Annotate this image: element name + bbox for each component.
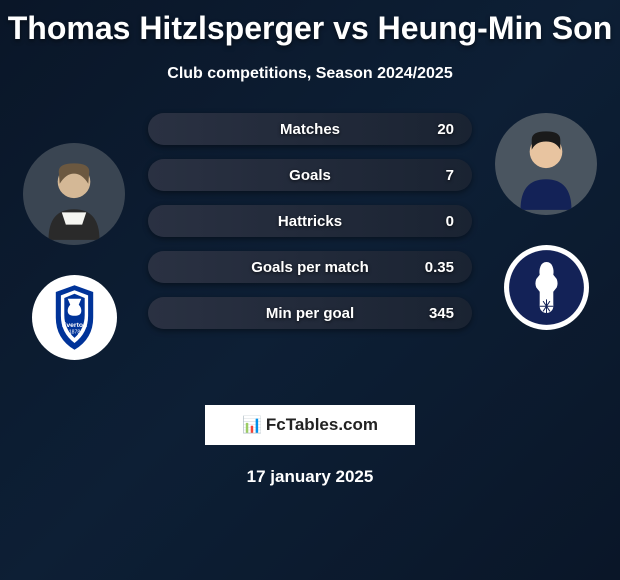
page-title: Thomas Hitzlsperger vs Heung-Min Son [0, 0, 620, 47]
stat-row-min-per-goal: Min per goal 345 [148, 297, 472, 329]
stat-row-goals: Goals 7 [148, 159, 472, 191]
stat-value-right: 0 [446, 213, 454, 230]
stat-label: Hattricks [278, 213, 342, 230]
stat-label: Goals per match [251, 259, 369, 276]
player-right-column [492, 113, 600, 330]
svg-text:Everton: Everton [61, 322, 86, 329]
stat-value-right: 0.35 [425, 259, 454, 276]
stats-column: Matches 20 Goals 7 Hattricks 0 Goals per… [128, 113, 492, 329]
stat-value-right: 7 [446, 167, 454, 184]
stat-row-hattricks: Hattricks 0 [148, 205, 472, 237]
stat-label: Matches [280, 121, 340, 138]
stat-label: Min per goal [266, 305, 354, 322]
brand-text: FcTables.com [266, 415, 378, 435]
stat-row-matches: Matches 20 [148, 113, 472, 145]
brand-badge: 📊 FcTables.com [205, 405, 415, 445]
stat-row-goals-per-match: Goals per match 0.35 [148, 251, 472, 283]
chart-icon: 📊 [242, 415, 262, 435]
subtitle: Club competitions, Season 2024/2025 [0, 65, 620, 83]
stat-value-right: 345 [429, 305, 454, 322]
stat-label: Goals [289, 167, 331, 184]
player-left-column: Everton 1878 [20, 143, 128, 360]
player-right-photo [495, 113, 597, 215]
club-right-logo [504, 245, 589, 330]
player-left-photo [23, 143, 125, 245]
footer-date: 17 january 2025 [0, 467, 620, 487]
svg-text:1878: 1878 [68, 330, 79, 336]
stat-value-right: 20 [437, 121, 454, 138]
club-left-logo: Everton 1878 [32, 275, 117, 360]
comparison-area: Everton 1878 Matches 20 Goals 7 Hattrick… [0, 113, 620, 360]
